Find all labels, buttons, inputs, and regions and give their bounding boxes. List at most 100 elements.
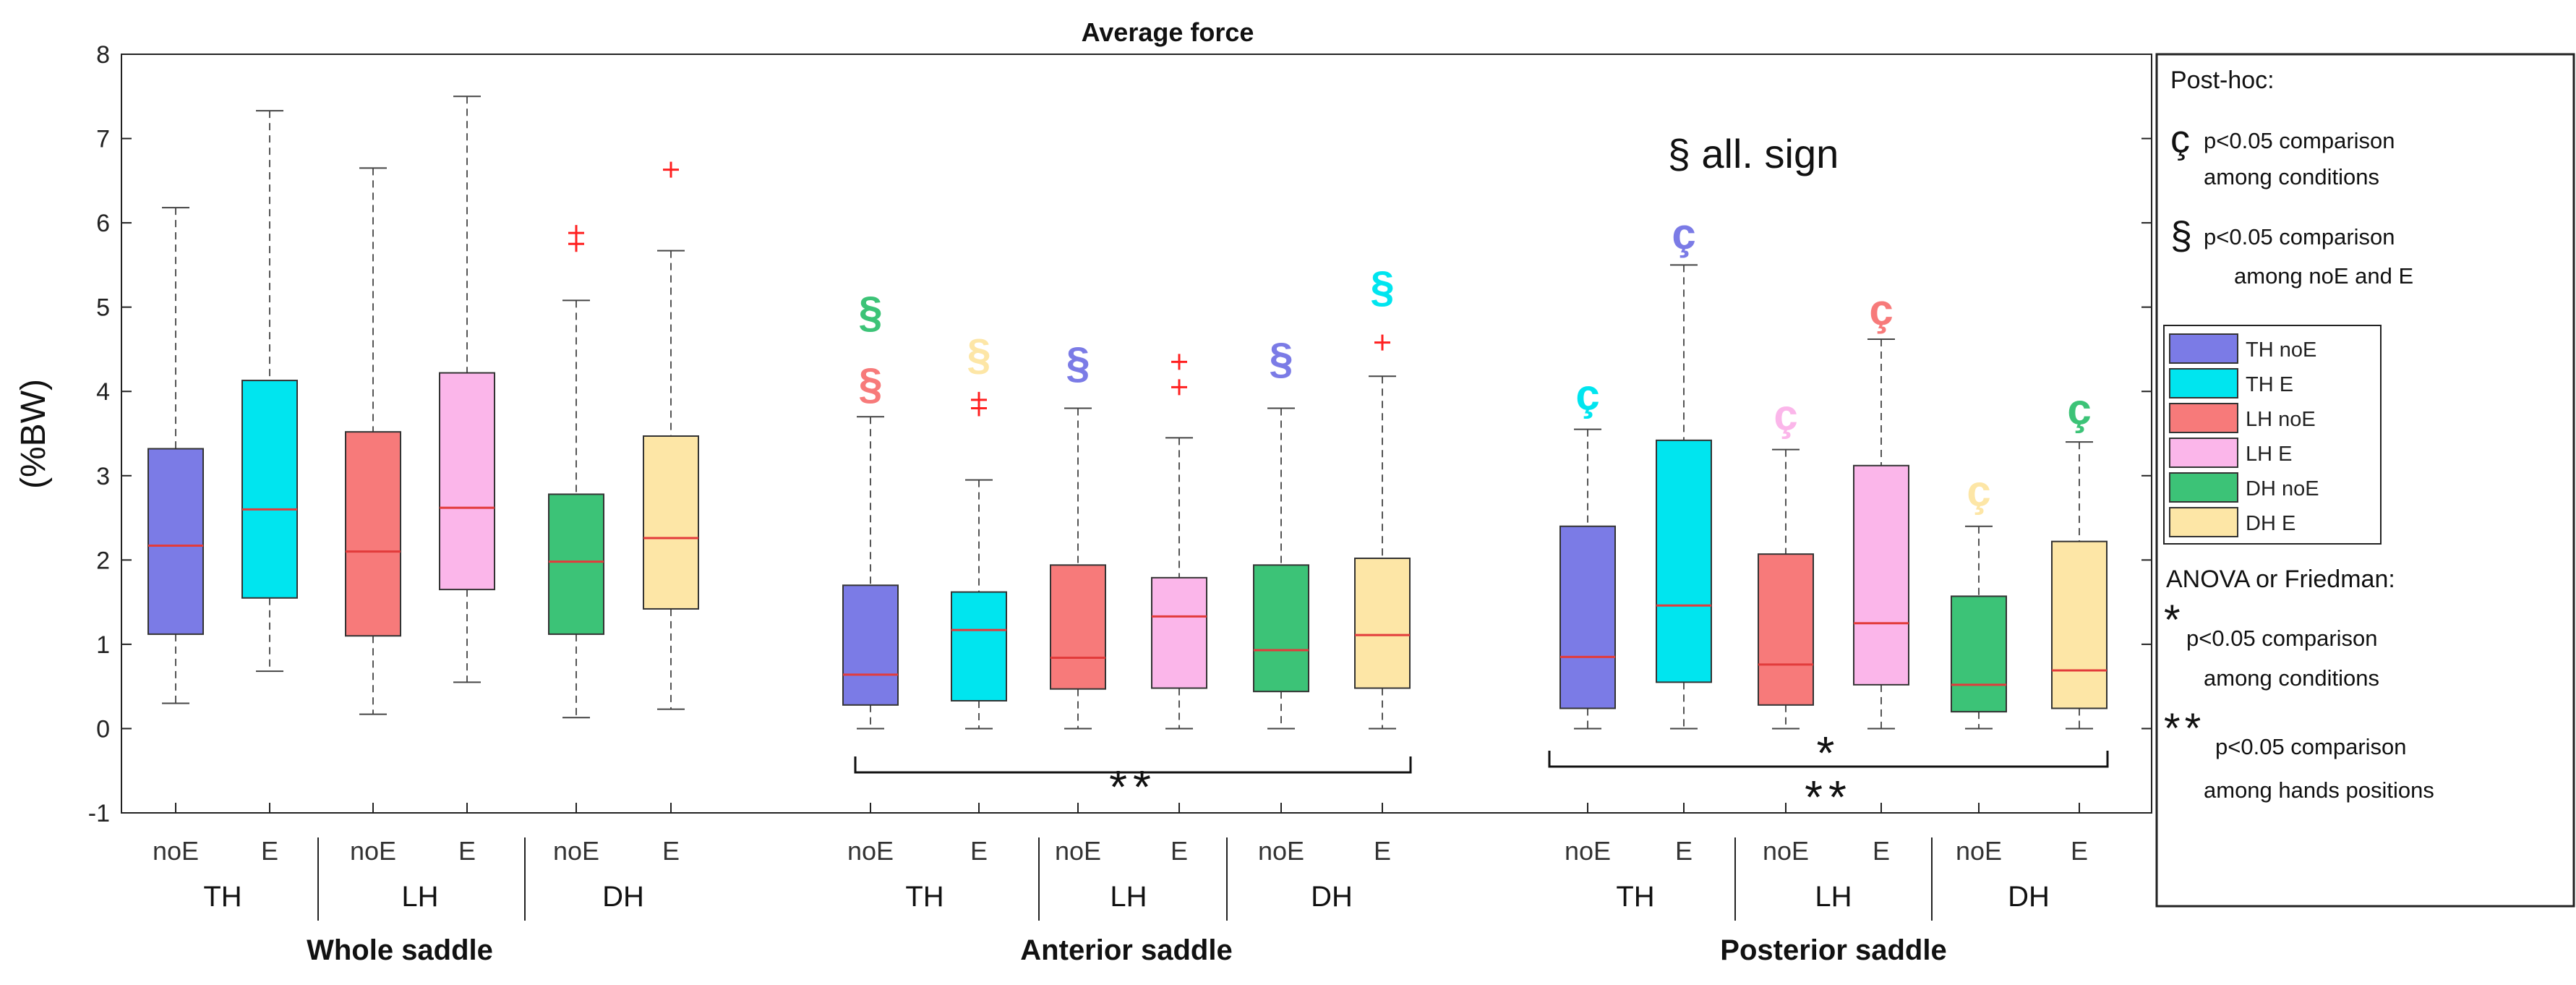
hand-position-label: TH [203, 881, 241, 913]
all-significant-annotation: § all. sign [1668, 131, 1839, 176]
legend-series-label: DH noE [2246, 477, 2319, 500]
hand-position-label: TH [1616, 881, 1654, 913]
legend-stats-text: among hands positions [2204, 777, 2434, 803]
box-anterior-saddle-lh-noe: § [1050, 338, 1106, 730]
box-whole-saddle-th-noe [147, 207, 204, 704]
legend-posthoc-text: among noE and E [2234, 263, 2413, 289]
bracket-significance-label: * [1817, 727, 1841, 779]
legend-series-label: TH noE [2246, 338, 2316, 362]
saddle-section-label: Whole saddle [307, 934, 493, 966]
hand-position-label: TH [905, 881, 943, 913]
legend-stats-text: among conditions [2204, 665, 2379, 691]
y-tick-label: 0 [96, 715, 110, 743]
legend-posthoc-title: Post-hoc: [2170, 67, 2275, 94]
significance-symbol: ç [1967, 467, 1990, 516]
outlier-marker [568, 225, 584, 242]
legend-stats-title: ANOVA or Friedman: [2166, 566, 2395, 593]
significance-bracket [1548, 751, 2109, 768]
box-iqr [548, 493, 604, 635]
legend-swatch [2169, 472, 2238, 503]
legend-swatch [2169, 438, 2238, 468]
significance-symbol: § [858, 360, 882, 409]
box-iqr [439, 372, 495, 591]
legend-stats-text: p<0.05 comparison [2186, 626, 2378, 651]
y-tick-label: 7 [96, 126, 110, 153]
legend-posthoc-text: p<0.05 comparison [2204, 224, 2395, 250]
x-category-label: E [261, 836, 278, 866]
legend-series-label: DH E [2246, 512, 2295, 535]
box-iqr [951, 591, 1007, 702]
y-tick-label: 5 [96, 294, 110, 322]
box-anterior-saddle-lh-e [1151, 354, 1207, 730]
outlier-marker [971, 391, 987, 408]
box-whole-saddle-dh-noe [548, 225, 604, 719]
legend-stats-symbol: * [2164, 597, 2185, 644]
outlier-marker [1171, 354, 1187, 370]
significance-symbol: § [1269, 335, 1293, 383]
box-iqr [842, 584, 899, 706]
box-iqr [1253, 564, 1309, 693]
box-iqr [1853, 464, 1909, 686]
legend-series-label: TH E [2246, 373, 2293, 396]
box-anterior-saddle-th-e: § [951, 331, 1007, 730]
legend-swatch [2169, 333, 2238, 364]
x-category-label: noE [1258, 836, 1304, 866]
box-posterior-saddle-th-noe: ç [1559, 371, 1616, 730]
box-iqr [1758, 553, 1814, 706]
box-posterior-saddle-dh-noe: ç [1951, 467, 2007, 730]
hand-position-label: DH [602, 881, 644, 913]
box-iqr [1951, 595, 2007, 713]
outlier-marker [1171, 379, 1187, 396]
x-category-label: noE [1956, 836, 2002, 866]
box-iqr [1354, 558, 1411, 689]
box-anterior-saddle-th-noe: §§ [842, 288, 899, 730]
legend: Post-hoc: ç p<0.05 comparison among conditi… [2155, 53, 2575, 908]
box-posterior-saddle-lh-e: ç [1853, 286, 1909, 730]
outlier-marker [1374, 334, 1390, 351]
x-category-label: noE [1055, 836, 1101, 866]
box-whole-saddle-th-e [241, 110, 298, 673]
y-tick-label: -1 [88, 800, 110, 827]
x-category-label: noE [1763, 836, 1809, 866]
box-iqr [1050, 564, 1106, 690]
x-category-label: noE [350, 836, 396, 866]
box-iqr [241, 380, 298, 599]
x-category-label: E [970, 836, 988, 866]
hand-position-label: DH [1311, 881, 1353, 913]
x-category-label: E [1171, 836, 1188, 866]
bracket-significance-label: ** [1109, 761, 1157, 813]
box-posterior-saddle-dh-e: ç [2051, 385, 2108, 730]
x-category-label: noE [847, 836, 894, 866]
y-tick-label: 6 [96, 210, 110, 237]
box-posterior-saddle-lh-noe: ç [1758, 391, 1814, 730]
x-category-label: noE [153, 836, 199, 866]
hand-position-label: DH [2008, 881, 2050, 913]
significance-symbol: § [1370, 263, 1394, 312]
y-tick-label: 2 [96, 547, 110, 574]
y-tick-label: 1 [96, 631, 110, 659]
y-tick-label: 8 [96, 41, 110, 69]
box-posterior-saddle-th-e: ç [1656, 210, 1712, 730]
legend-swatch [2169, 368, 2238, 398]
box-iqr [1151, 576, 1207, 689]
box-whole-saddle-lh-e [439, 95, 495, 683]
significance-symbol: ç [1773, 391, 1797, 440]
box-whole-saddle-lh-noe [345, 167, 401, 715]
x-category-label: E [662, 836, 680, 866]
legend-posthoc-symbol: ç [2170, 118, 2190, 161]
significance-symbol: ç [1575, 371, 1599, 419]
hand-position-label: LH [1815, 881, 1852, 913]
hand-position-label: LH [401, 881, 438, 913]
significance-symbol: § [967, 331, 990, 379]
significance-symbol: ç [1869, 286, 1893, 334]
hand-position-label: LH [1110, 881, 1147, 913]
legend-stats-symbol: ** [2164, 705, 2205, 752]
significance-symbol: ç [2067, 385, 2091, 434]
box-iqr [643, 435, 699, 610]
y-tick-label: 3 [96, 463, 110, 490]
x-category-label: noE [553, 836, 599, 866]
box-iqr [345, 431, 401, 637]
